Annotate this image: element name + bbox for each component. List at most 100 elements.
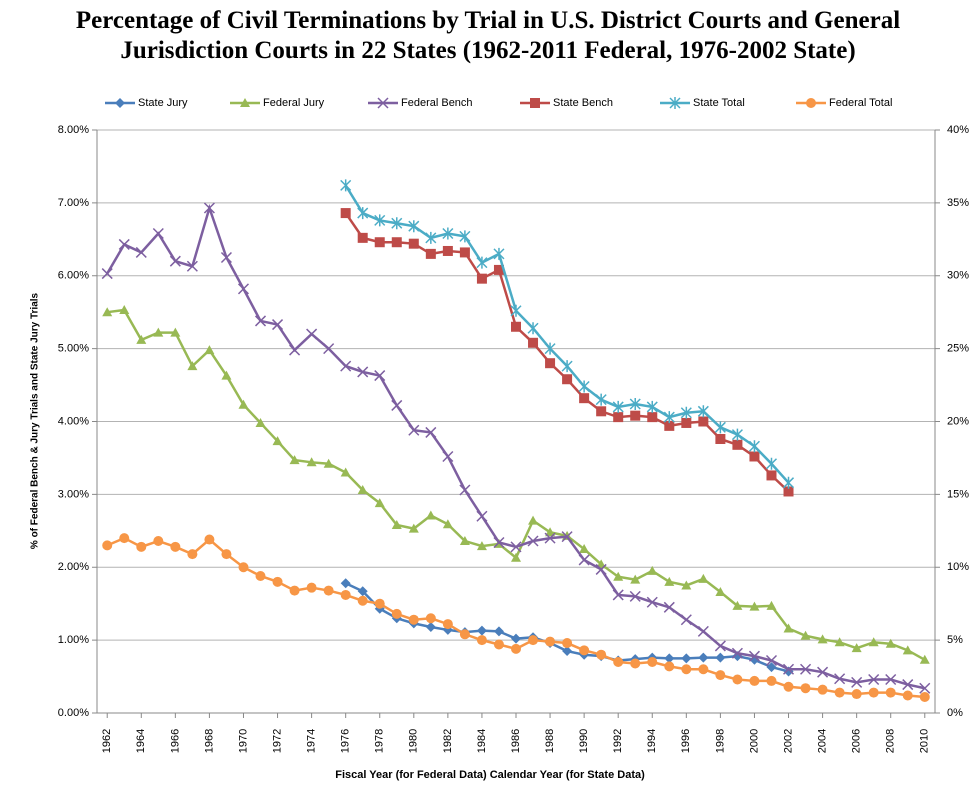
data-point	[664, 576, 675, 586]
data-point	[885, 638, 896, 648]
data-point	[561, 360, 573, 373]
data-point	[545, 358, 556, 369]
data-point	[340, 467, 351, 477]
data-point	[476, 635, 487, 646]
data-point	[596, 649, 607, 660]
x-tick-label: 1976	[340, 729, 352, 753]
data-point	[169, 255, 181, 267]
x-tick-label: 1978	[374, 729, 386, 753]
data-point	[800, 630, 811, 640]
data-point	[306, 457, 317, 467]
data-point	[101, 268, 113, 280]
data-point	[391, 519, 402, 529]
data-point	[664, 653, 675, 664]
y-tick-label: 5.00%	[58, 343, 89, 355]
data-point	[408, 523, 419, 533]
data-point	[527, 322, 539, 335]
data-point	[732, 674, 743, 685]
data-point	[204, 345, 215, 355]
data-point	[596, 406, 607, 417]
data-point	[834, 637, 845, 647]
data-point	[579, 393, 590, 404]
x-tick-label: 2004	[816, 729, 828, 753]
y2-tick-label: 30%	[947, 270, 969, 282]
x-tick-label: 1996	[680, 729, 692, 753]
data-point	[153, 536, 164, 547]
y-tick-label: 7.00%	[58, 197, 89, 209]
x-tick-label: 1984	[476, 729, 488, 753]
data-point	[442, 619, 453, 630]
legend-label: Federal Jury	[263, 97, 325, 109]
data-point	[715, 433, 726, 444]
data-point	[612, 400, 624, 413]
data-point	[732, 439, 743, 450]
data-point	[613, 571, 624, 581]
y-tick-label: 0.00%	[58, 707, 89, 719]
data-point	[221, 549, 232, 560]
data-point	[834, 687, 845, 698]
data-point	[851, 676, 863, 688]
data-point	[237, 283, 250, 295]
data-point	[681, 664, 692, 675]
data-point	[698, 652, 709, 663]
data-point	[476, 256, 488, 269]
data-point	[255, 417, 266, 427]
data-point	[221, 370, 232, 380]
data-point	[135, 246, 147, 258]
x-tick-label: 1988	[544, 729, 556, 753]
data-point	[579, 645, 590, 656]
data-point	[357, 485, 368, 495]
x-tick-label: 1998	[714, 729, 726, 753]
data-point	[817, 634, 828, 644]
legend-marker	[115, 98, 125, 108]
data-point	[800, 663, 812, 675]
data-point	[170, 541, 181, 552]
series-line	[106, 203, 926, 690]
data-point	[374, 498, 385, 508]
data-point	[323, 458, 334, 468]
data-point	[630, 574, 641, 584]
data-point	[220, 252, 232, 264]
data-point	[630, 410, 641, 421]
data-point	[425, 248, 436, 259]
data-point	[715, 670, 726, 681]
data-point	[766, 662, 777, 673]
data-point	[203, 202, 215, 214]
y-tick-label: 6.00%	[58, 270, 89, 282]
data-point	[187, 549, 198, 560]
data-point	[289, 585, 300, 596]
legend-marker	[806, 98, 816, 108]
data-point	[783, 486, 794, 497]
data-point	[595, 563, 607, 575]
data-point	[663, 411, 675, 424]
data-point	[851, 643, 862, 653]
series-line	[344, 212, 790, 493]
x-tick-label: 2008	[885, 729, 897, 753]
data-point	[545, 636, 556, 647]
data-point	[834, 673, 846, 685]
x-tick-label: 2002	[782, 729, 794, 753]
data-point	[408, 238, 419, 249]
data-point	[629, 590, 641, 602]
legend-label: Federal Total	[829, 97, 892, 109]
data-point	[646, 596, 658, 608]
data-point	[902, 679, 914, 691]
data-point	[510, 541, 522, 553]
data-point	[425, 231, 437, 244]
data-point	[749, 451, 760, 462]
data-point	[493, 264, 504, 275]
x-axis-title: Fiscal Year (for Federal Data) Calendar …	[335, 769, 645, 781]
data-point	[562, 646, 573, 657]
data-point	[578, 554, 590, 566]
legend-marker	[240, 98, 250, 107]
data-point	[425, 613, 436, 624]
data-point	[425, 426, 437, 438]
data-point	[545, 527, 556, 537]
data-point	[340, 179, 352, 192]
data-point	[919, 691, 930, 702]
data-point	[613, 656, 624, 667]
data-point	[306, 582, 317, 593]
data-point	[613, 412, 624, 423]
data-point	[340, 578, 351, 589]
